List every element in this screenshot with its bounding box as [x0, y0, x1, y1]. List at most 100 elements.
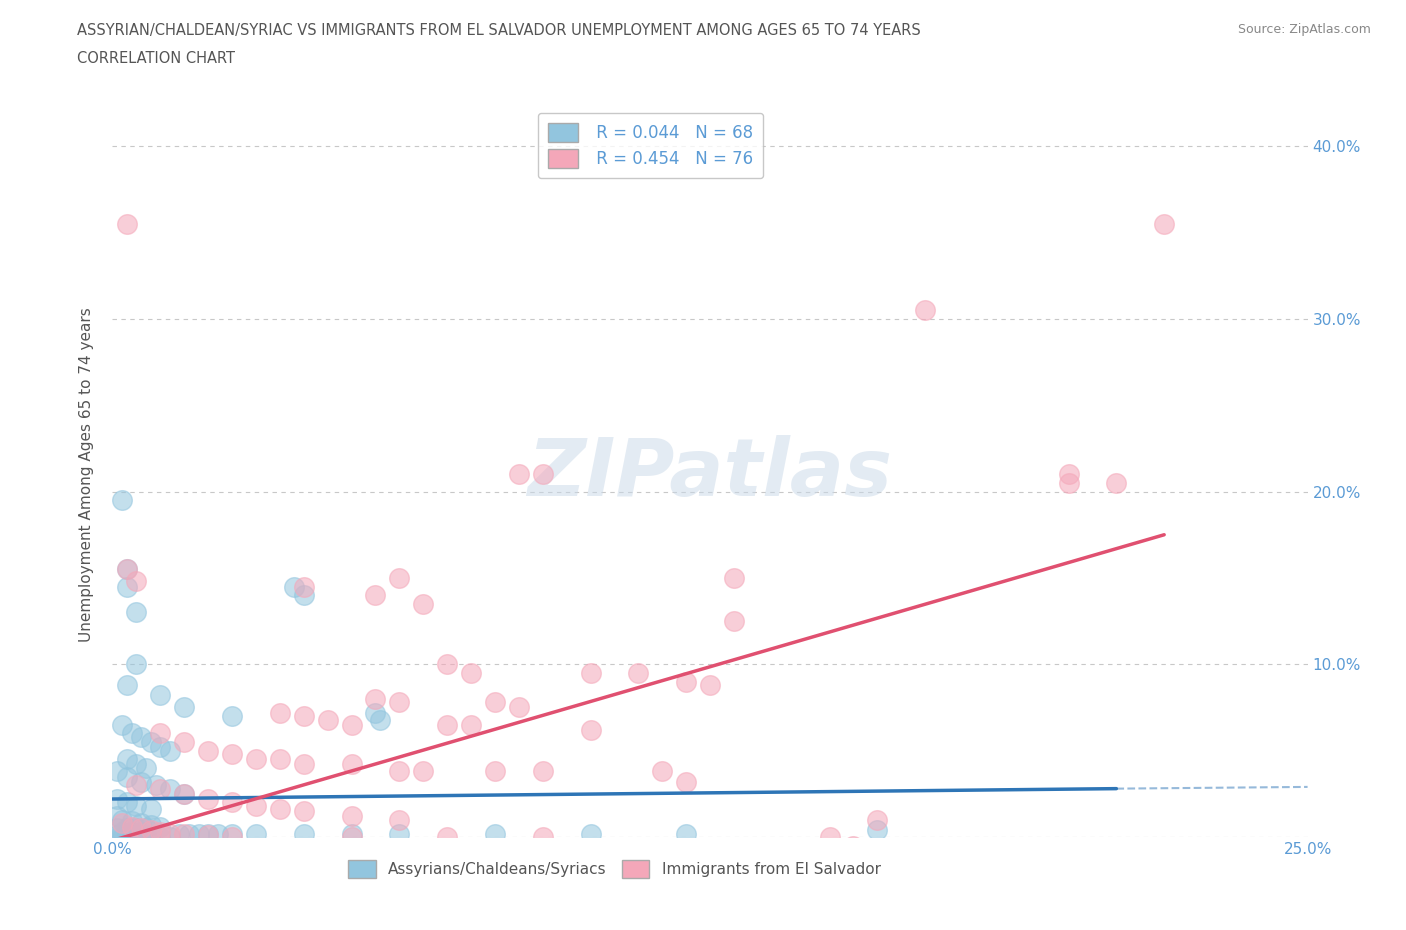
Point [139, 830, 162, 844]
Point [1057, 467, 1080, 482]
Point [484, 695, 506, 710]
Point [115, 562, 138, 577]
Point [221, 826, 243, 841]
Point [914, 844, 936, 858]
Point [340, 826, 363, 841]
Point [207, 826, 229, 841]
Point [111, 824, 134, 839]
Point [508, 700, 530, 715]
Point [221, 747, 243, 762]
Point [866, 823, 889, 838]
Point [818, 830, 841, 844]
Point [111, 830, 134, 844]
Point [121, 824, 143, 839]
Point [159, 826, 181, 841]
Point [340, 757, 363, 772]
Text: ZIPatlas: ZIPatlas [527, 435, 893, 513]
Point [149, 739, 172, 754]
Point [115, 579, 138, 594]
Point [105, 828, 128, 843]
Point [531, 830, 554, 844]
Point [121, 830, 143, 844]
Point [111, 816, 134, 830]
Point [173, 700, 195, 715]
Point [292, 709, 315, 724]
Point [283, 579, 305, 594]
Point [135, 761, 157, 776]
Point [675, 826, 697, 841]
Point [149, 824, 172, 839]
Point [412, 764, 434, 778]
Point [115, 795, 138, 810]
Point [292, 757, 315, 772]
Point [436, 830, 458, 844]
Text: ASSYRIAN/CHALDEAN/SYRIAC VS IMMIGRANTS FROM EL SALVADOR UNEMPLOYMENT AMONG AGES : ASSYRIAN/CHALDEAN/SYRIAC VS IMMIGRANTS F… [77, 23, 921, 38]
Point [105, 809, 128, 824]
Point [388, 826, 411, 841]
Point [135, 821, 157, 836]
Point [221, 795, 243, 810]
Point [135, 828, 157, 843]
Point [364, 705, 387, 720]
Point [531, 467, 554, 482]
Point [388, 764, 411, 778]
Text: Source: ZipAtlas.com: Source: ZipAtlas.com [1237, 23, 1371, 36]
Point [129, 816, 152, 830]
Point [105, 821, 128, 836]
Point [139, 823, 162, 838]
Point [651, 764, 673, 778]
Point [125, 757, 148, 772]
Point [962, 850, 984, 865]
Point [159, 830, 181, 844]
Point [269, 751, 291, 766]
Point [125, 605, 148, 620]
Point [221, 830, 243, 844]
Point [269, 705, 291, 720]
Point [115, 769, 138, 784]
Point [316, 712, 339, 727]
Point [125, 799, 148, 814]
Point [149, 688, 172, 703]
Point [460, 717, 482, 732]
Point [125, 777, 148, 792]
Point [364, 691, 387, 706]
Point [111, 493, 134, 508]
Point [579, 723, 602, 737]
Point [139, 817, 162, 832]
Point [149, 819, 172, 834]
Point [364, 588, 387, 603]
Point [484, 826, 506, 841]
Point [115, 751, 138, 766]
Point [388, 570, 411, 585]
Point [121, 819, 143, 834]
Point [111, 812, 134, 827]
Point [125, 821, 148, 836]
Point [292, 579, 315, 594]
Point [579, 666, 602, 681]
Point [292, 826, 315, 841]
Point [368, 712, 391, 727]
Point [484, 764, 506, 778]
Point [129, 821, 152, 836]
Point [111, 717, 134, 732]
Point [115, 678, 138, 693]
Point [125, 828, 148, 843]
Point [675, 775, 697, 790]
Point [221, 709, 243, 724]
Point [340, 830, 363, 844]
Point [173, 735, 195, 750]
Point [145, 777, 167, 792]
Point [436, 717, 458, 732]
Point [115, 217, 138, 232]
Point [197, 826, 219, 841]
Point [129, 830, 152, 844]
Point [129, 729, 152, 744]
Point [169, 826, 191, 841]
Point [723, 570, 745, 585]
Point [149, 726, 172, 741]
Point [388, 812, 411, 827]
Point [173, 787, 195, 802]
Point [149, 830, 172, 844]
Point [129, 824, 152, 839]
Point [340, 809, 363, 824]
